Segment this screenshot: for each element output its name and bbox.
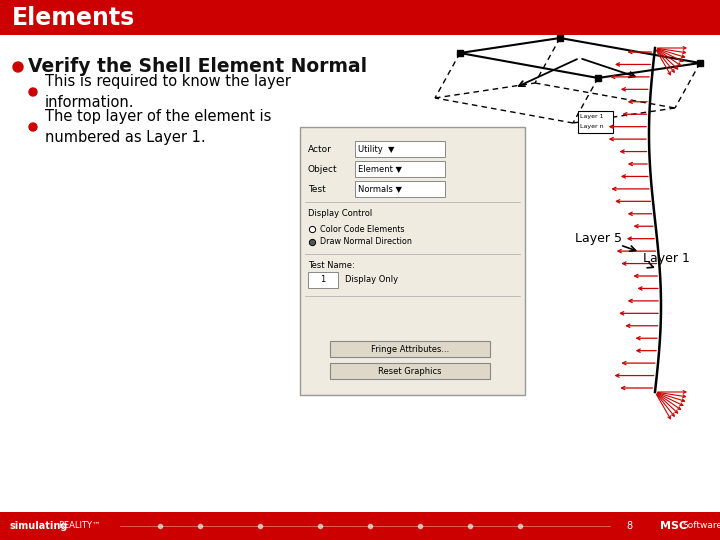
Bar xyxy=(308,272,338,288)
Bar xyxy=(355,181,445,197)
Text: REALITY™: REALITY™ xyxy=(58,522,100,530)
Bar xyxy=(355,141,445,157)
Circle shape xyxy=(13,62,23,72)
Circle shape xyxy=(29,88,37,96)
Bar xyxy=(330,341,490,357)
Circle shape xyxy=(29,123,37,131)
Text: Actor: Actor xyxy=(308,145,332,153)
Text: Normals ▼: Normals ▼ xyxy=(358,185,402,193)
Text: Elements: Elements xyxy=(12,6,135,30)
Bar xyxy=(330,363,490,379)
Text: Layer 5: Layer 5 xyxy=(575,232,622,245)
Bar xyxy=(0,512,720,540)
Text: The top layer of the element is
numbered as Layer 1.: The top layer of the element is numbered… xyxy=(45,109,271,145)
Text: Color Code Elements: Color Code Elements xyxy=(320,225,405,233)
Text: Draw Normal Direction: Draw Normal Direction xyxy=(320,238,412,246)
Bar xyxy=(355,161,445,177)
Text: MSC: MSC xyxy=(660,521,687,531)
Text: Display Control: Display Control xyxy=(308,210,372,219)
Bar xyxy=(578,111,613,133)
Text: Reset Graphics: Reset Graphics xyxy=(378,367,442,375)
Text: Fringe Attributes...: Fringe Attributes... xyxy=(371,345,449,354)
Text: Layer 1: Layer 1 xyxy=(580,114,603,119)
Text: 8: 8 xyxy=(626,521,632,531)
Text: Test: Test xyxy=(308,185,325,193)
Text: 1: 1 xyxy=(320,275,325,285)
Text: Object: Object xyxy=(308,165,338,173)
Bar xyxy=(300,127,525,395)
Text: Display Only: Display Only xyxy=(345,275,398,285)
Text: Element ▼: Element ▼ xyxy=(358,165,402,173)
Text: Test Name:: Test Name: xyxy=(308,261,355,271)
Text: Software: Software xyxy=(682,522,720,530)
Text: Layer 1: Layer 1 xyxy=(643,252,690,265)
Text: Utility  ▼: Utility ▼ xyxy=(358,145,395,153)
Bar xyxy=(0,0,720,35)
Text: Layer n: Layer n xyxy=(580,124,603,129)
Text: This is required to know the layer
information.: This is required to know the layer infor… xyxy=(45,74,291,110)
Text: simulating: simulating xyxy=(10,521,68,531)
Text: Verify the Shell Element Normal: Verify the Shell Element Normal xyxy=(28,57,367,77)
